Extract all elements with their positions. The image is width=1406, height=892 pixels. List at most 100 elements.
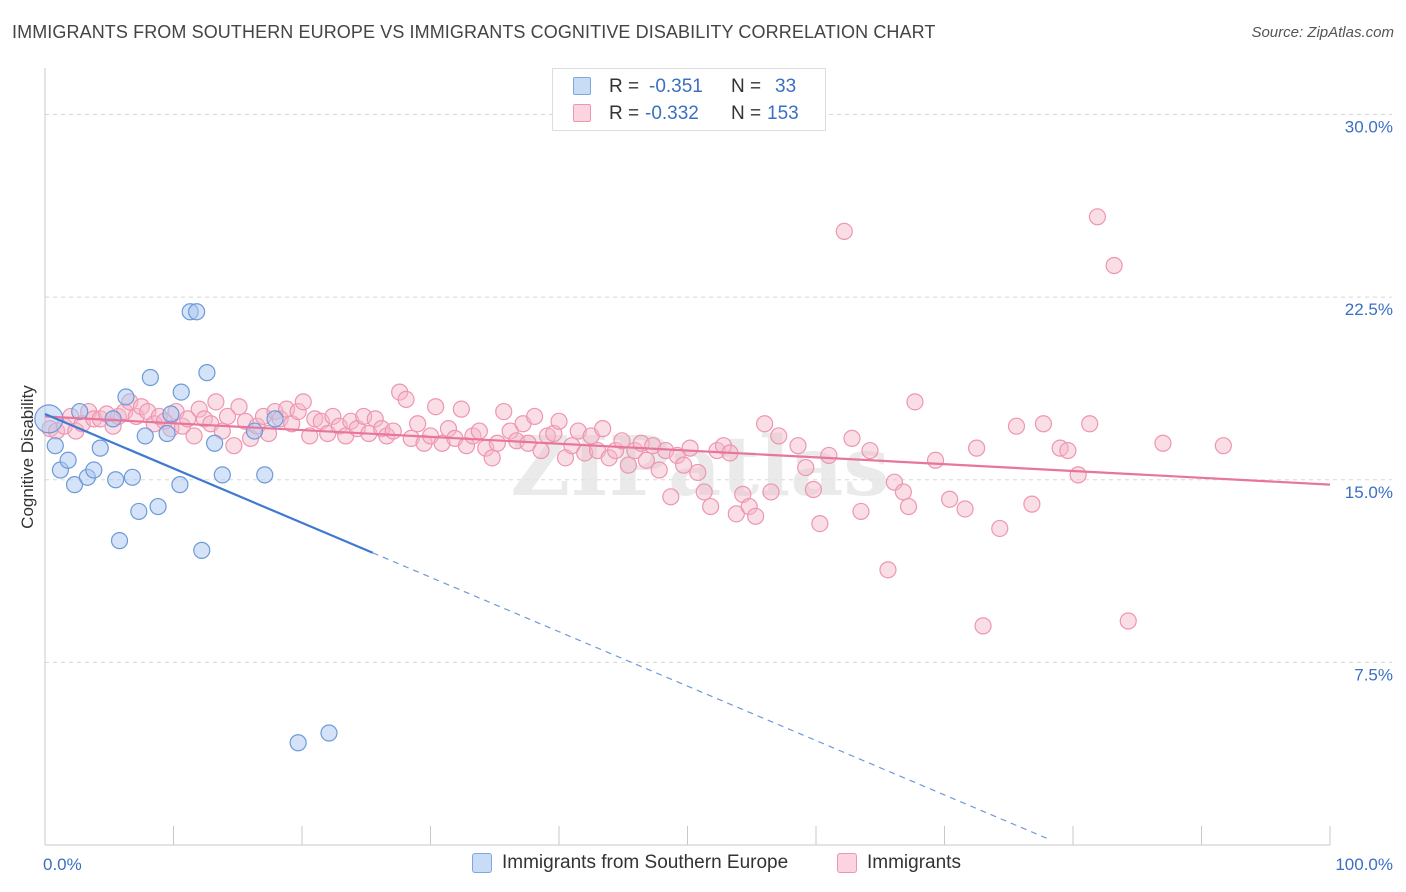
- data-point-southern-europe: [46, 437, 64, 455]
- data-point-immigrants: [695, 483, 713, 501]
- data-point-southern-europe: [117, 388, 135, 406]
- data-point-immigrants: [433, 434, 451, 452]
- data-point-immigrants: [843, 429, 861, 447]
- data-point-immigrants: [1105, 256, 1123, 275]
- legend-swatch-pink: [573, 104, 591, 122]
- x-tick-label: 0.0%: [43, 855, 82, 874]
- x-tick-label: 100.0%: [1335, 855, 1393, 874]
- data-point-immigrants: [439, 420, 458, 438]
- data-point-immigrants: [852, 502, 870, 521]
- data-point-immigrants: [1081, 415, 1099, 433]
- data-point-immigrants: [974, 617, 992, 635]
- data-point-immigrants: [727, 505, 745, 523]
- source-credit: Source: ZipAtlas.com: [1251, 24, 1394, 41]
- data-point-immigrants: [384, 422, 402, 440]
- stats-legend: R = -0.351 N = 33 R = -0.332 N = 153: [552, 68, 826, 131]
- data-point-immigrants: [879, 561, 897, 579]
- data-point-immigrants: [740, 497, 758, 516]
- data-point-immigrants: [702, 497, 720, 516]
- data-point-immigrants: [397, 390, 415, 409]
- data-point-immigrants: [301, 427, 319, 445]
- data-point-southern-europe: [266, 410, 284, 428]
- data-point-immigrants: [1119, 612, 1137, 630]
- data-point-immigrants: [190, 400, 208, 418]
- data-point-immigrants: [1069, 466, 1087, 484]
- data-point-immigrants: [185, 427, 203, 445]
- trendline-southern-europe: [44, 413, 374, 554]
- data-point-southern-europe: [158, 424, 176, 443]
- y-tick-label: 22.5%: [1345, 300, 1393, 319]
- data-point-southern-europe: [206, 434, 224, 452]
- legend-r-label: R =: [609, 103, 640, 124]
- data-point-immigrants: [650, 461, 668, 479]
- data-point-immigrants: [619, 456, 637, 474]
- data-point-immigrants: [968, 439, 986, 457]
- legend-n-value: 33: [775, 76, 797, 97]
- data-point-southern-europe: [59, 451, 77, 469]
- data-point-southern-europe: [110, 532, 129, 550]
- data-point-immigrants: [495, 402, 513, 421]
- data-point-southern-europe: [85, 461, 103, 479]
- data-point-immigrants: [804, 480, 823, 499]
- data-point-immigrants: [594, 420, 612, 438]
- legend-n-label: N =: [731, 76, 762, 97]
- data-point-immigrants: [1023, 495, 1041, 513]
- data-point-immigrants: [294, 393, 312, 411]
- data-point-immigrants: [1059, 441, 1077, 460]
- data-point-immigrants: [770, 427, 788, 445]
- data-point-immigrants: [501, 422, 519, 440]
- data-point-immigrants: [906, 393, 924, 411]
- data-point-immigrants: [789, 437, 807, 455]
- data-point-immigrants: [409, 415, 427, 433]
- data-point-southern-europe: [65, 476, 84, 494]
- data-point-immigrants: [1214, 437, 1232, 455]
- data-point-southern-europe: [198, 364, 216, 382]
- data-point-southern-europe: [71, 402, 89, 421]
- data-point-southern-europe: [320, 724, 338, 742]
- data-point-immigrants: [1154, 434, 1172, 452]
- data-point-southern-europe: [171, 476, 189, 494]
- legend-swatch-blue: [573, 77, 591, 95]
- data-point-southern-europe: [213, 466, 231, 484]
- data-point-immigrants: [811, 514, 829, 533]
- data-point-immigrants: [207, 393, 225, 411]
- data-point-immigrants: [324, 407, 342, 426]
- data-point-immigrants: [926, 451, 945, 469]
- data-point-immigrants: [613, 432, 631, 450]
- data-point-southern-europe: [149, 497, 167, 516]
- data-point-immigrants: [681, 439, 699, 457]
- data-point-immigrants: [755, 415, 774, 433]
- bottom-legend-label: Immigrants from Southern Europe: [502, 852, 789, 873]
- data-point-immigrants: [427, 398, 445, 416]
- data-point-southern-europe: [136, 427, 154, 445]
- trendline-immigrants: [44, 415, 1331, 486]
- data-point-immigrants: [1034, 415, 1053, 433]
- chart-title: IMMIGRANTS FROM SOUTHERN EUROPE VS IMMIG…: [12, 22, 936, 42]
- data-point-southern-europe: [130, 502, 148, 521]
- data-point-southern-europe: [123, 468, 141, 486]
- data-point-southern-europe: [289, 734, 307, 752]
- data-point-southern-europe: [34, 404, 64, 434]
- data-point-immigrants: [218, 407, 237, 426]
- data-point-southern-europe: [193, 541, 211, 559]
- data-point-southern-europe: [91, 439, 109, 457]
- data-point-southern-europe: [245, 422, 264, 440]
- data-point-immigrants: [747, 507, 765, 525]
- data-point-immigrants: [225, 437, 243, 455]
- data-point-immigrants: [797, 458, 815, 477]
- data-point-immigrants: [956, 500, 974, 518]
- data-point-immigrants: [569, 422, 587, 440]
- data-point-southern-europe: [162, 405, 180, 423]
- data-point-southern-europe: [107, 471, 125, 489]
- legend-n-value: 153: [767, 103, 799, 124]
- legend-r-label: R =: [609, 76, 640, 97]
- legend-n-label: N =: [731, 103, 762, 124]
- data-point-immigrants: [894, 483, 912, 501]
- data-point-immigrants: [861, 441, 879, 460]
- data-point-immigrants: [689, 463, 707, 482]
- data-point-immigrants: [470, 422, 488, 440]
- data-point-southern-europe: [172, 383, 190, 401]
- legend-r-value: -0.332: [645, 103, 699, 124]
- data-point-southern-europe: [256, 466, 274, 484]
